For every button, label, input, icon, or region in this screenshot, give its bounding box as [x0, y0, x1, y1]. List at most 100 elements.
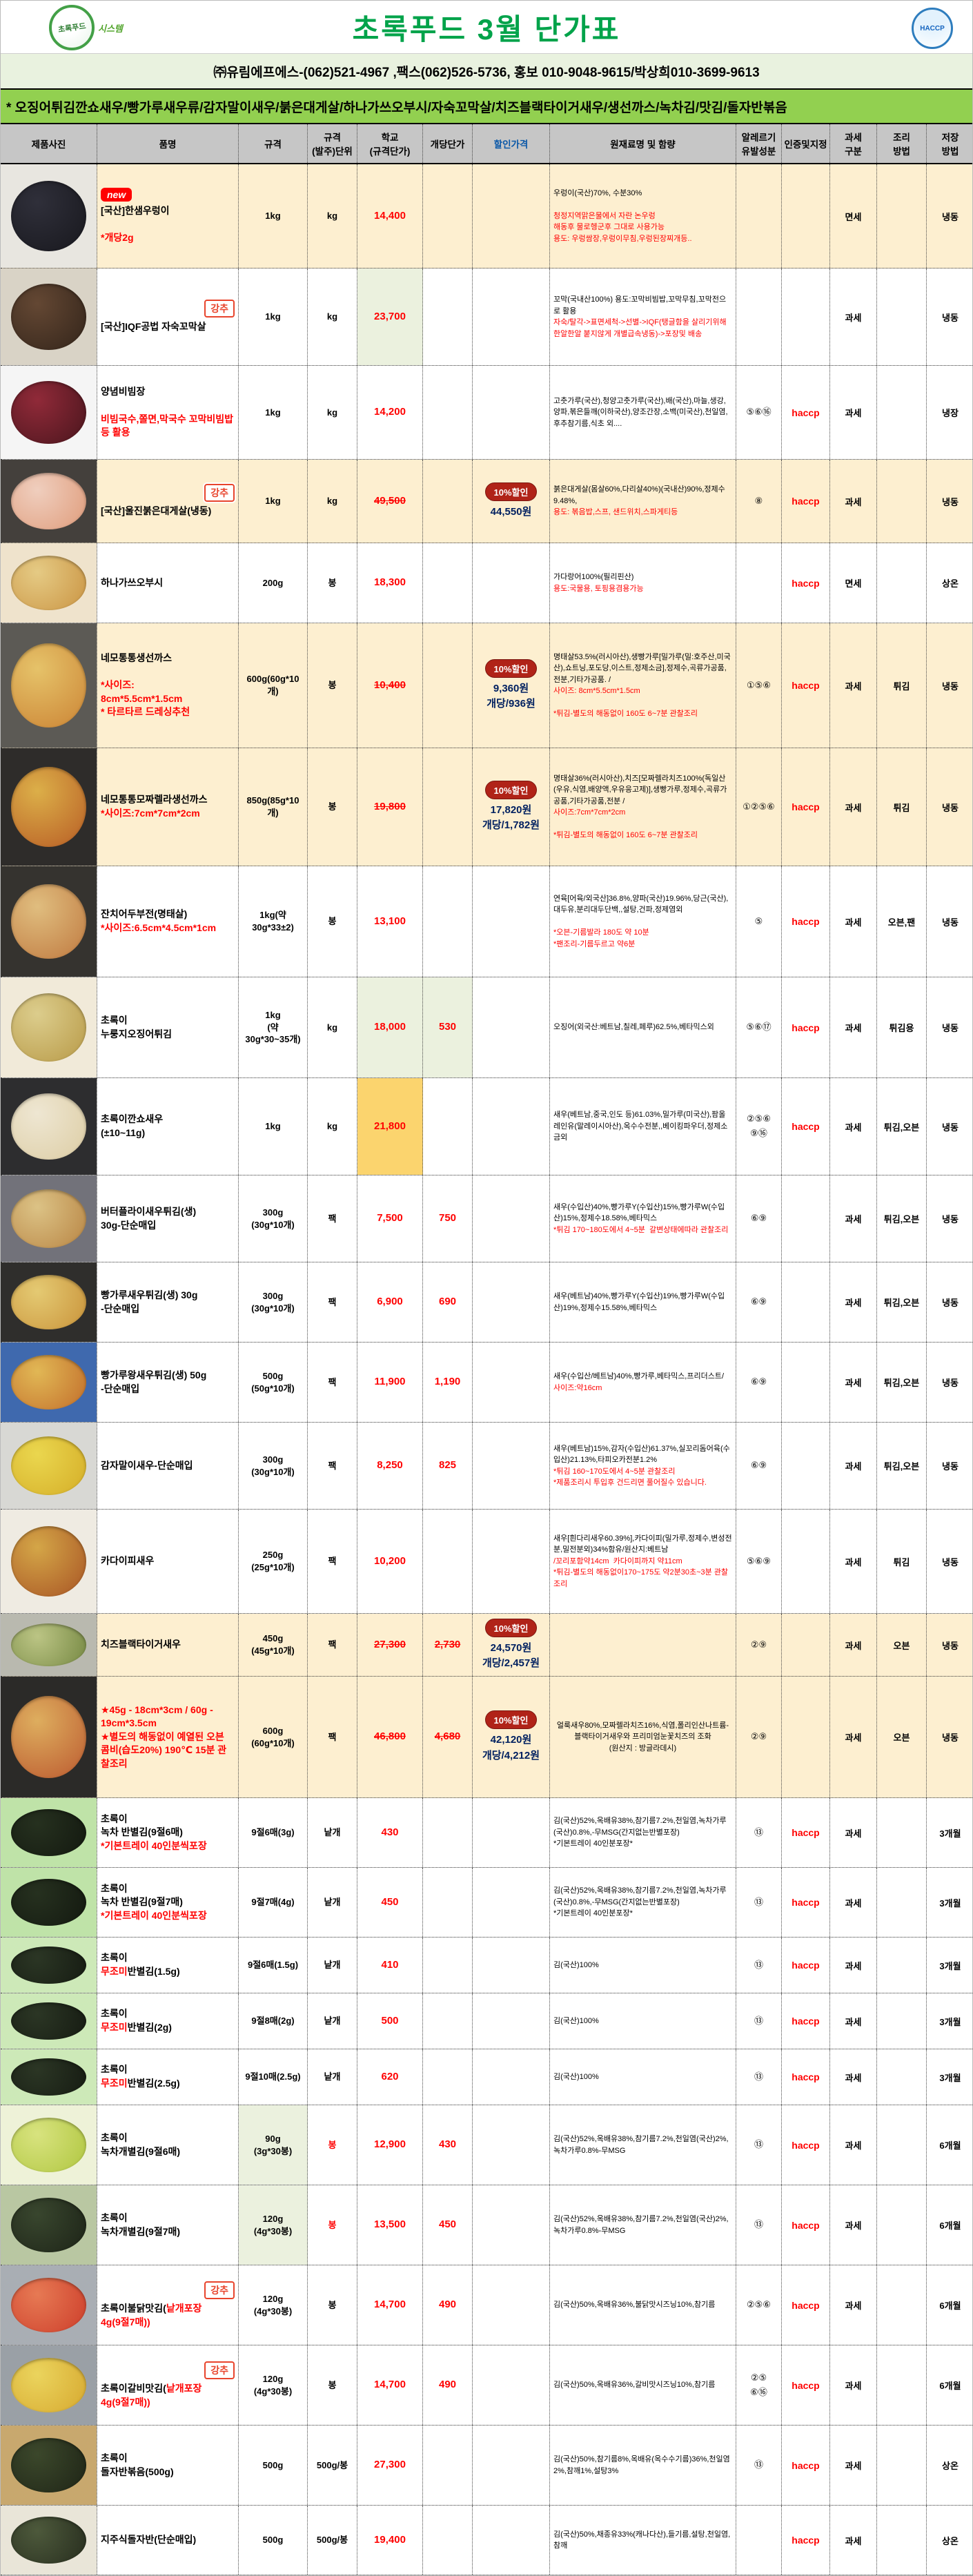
spec-cell: 120g (4g*30봉): [239, 2345, 308, 2425]
discount-price-cell: [473, 269, 550, 365]
product-photo: [1, 748, 97, 866]
ingredients-cell: 얼룩새우80%,모짜렐라치즈16%,식염,폴리인산나트륨-블랙타이거새우와 프리…: [550, 1677, 736, 1797]
order-unit-cell: 봉: [308, 748, 357, 866]
discount-price: 42,120원 개당/4,212원: [482, 1734, 540, 1762]
school-price-cell: 19,400: [357, 2506, 423, 2575]
allergen-cell: ②⑤⑥: [736, 2265, 782, 2345]
spec-cell: 1kg(약 30g*33±2): [239, 866, 308, 977]
order-unit-cell: 낱개: [308, 1868, 357, 1937]
product-name-cell: 강추 [국산]IQF공법 자숙꼬막살: [97, 269, 239, 365]
product-name-cell: 초록이 무조미반별김(2g): [97, 1993, 239, 2049]
order-unit-cell: 팩: [308, 1175, 357, 1262]
tax-cell: 과세: [830, 2506, 877, 2575]
certification-cell: [782, 1510, 830, 1613]
column-header-10: 과세 구분: [830, 124, 877, 163]
new-badge: new: [101, 187, 132, 202]
school-price-cell: 18,000: [357, 977, 423, 1077]
certification-cell: [782, 1614, 830, 1676]
storage-cell: 냉동: [942, 681, 959, 692]
discount-badge: 10%할인: [484, 482, 538, 501]
product-name: 초록이 무조미반별김(1.5g): [101, 1952, 180, 1977]
photo-food: [11, 643, 86, 728]
ingredients-cell: 오징어(외국산:베트남,칠레,페루)62.5%,베타믹스외: [550, 977, 736, 1077]
storage-cell: 3개월: [939, 1828, 961, 1839]
discount-price-cell: [473, 1510, 550, 1613]
photo-plate: [1, 2185, 97, 2265]
product-photo: [1, 1343, 97, 1422]
certification-cell: haccp: [782, 2265, 830, 2345]
product-name-cell: 초록이 누룽지오징어튀김: [97, 977, 239, 1077]
photo-plate: [1, 1614, 97, 1676]
order-unit-cell: kg: [308, 460, 357, 543]
unit-price-cell: 690: [423, 1262, 473, 1342]
spec-cell: 1kg: [239, 460, 308, 543]
cooking-method-cell: [877, 2345, 927, 2425]
product-name-cell: 지주식돌자반(단순매입): [97, 2506, 239, 2575]
column-header-4: 학교 (규격단가): [357, 124, 423, 163]
discount-price-cell: [473, 1343, 550, 1422]
school-price-cell: 11,900: [357, 1343, 423, 1422]
unit-price-cell: [423, 1510, 473, 1613]
order-unit-cell: 봉: [308, 623, 357, 748]
logo-subtext: 시스템: [98, 23, 123, 34]
certification-cell: haccp: [782, 977, 830, 1077]
storage-cell: 6개월: [939, 2140, 961, 2151]
allergen-cell: ⑬: [736, 1938, 782, 1993]
spec-cell: 450g (45g*10개): [239, 1614, 308, 1676]
product-photo: [1, 1423, 97, 1509]
tax-cell: 과세: [830, 1614, 877, 1676]
cooking-method-cell: 오븐,팬: [877, 866, 927, 977]
certification-cell: haccp: [782, 2345, 830, 2425]
order-unit-cell: 봉: [308, 2265, 357, 2345]
allergen-cell: ⑥⑨: [736, 1262, 782, 1342]
product-name-cell: 하나가쓰오부시: [97, 543, 239, 623]
tax-cell: 과세: [830, 866, 877, 977]
certification-cell: haccp: [782, 366, 830, 459]
column-header-3: 규격 (발주)단위: [308, 124, 357, 163]
ingredients-cell: 새우(수입산)40%,빵가루Y(수입산)15%,빵가루W(수입산)15%,정제수…: [550, 1175, 736, 1262]
photo-plate: [1, 2426, 97, 2505]
unit-price-cell: 825: [423, 1423, 473, 1509]
discount-price-cell: [473, 2426, 550, 2505]
unit-price-cell: 530: [423, 977, 473, 1077]
photo-food: [11, 380, 86, 445]
product-name: 초록이 녹차개별김(9절6매): [101, 2131, 181, 2157]
ingredients-cell: 김(국산)50%,옥배유36%,갈비맛시즈닝10%,참기름: [550, 2345, 736, 2425]
certification-cell: haccp: [782, 543, 830, 623]
table-row: 빵가루새우튀김(생) 30g -단순매입 300g (30g*10개) 팩 6,…: [1, 1262, 972, 1343]
ingredients-cell: 연육[어육/외국산]36.8%,양파(국산)19.96%,당근(국산),대두유,…: [550, 866, 736, 977]
allergen-cell: ②⑤⑥ ⑨⑯: [736, 1078, 782, 1175]
storage-cell: 6개월: [939, 2301, 961, 2311]
column-header-0: 제품사진: [1, 124, 97, 163]
ingredients-cell: 새우(베트남)40%,빵가루Y(수입산)19%,빵가루W(수입산)19%,정제수…: [550, 1262, 736, 1342]
cooking-method-cell: [877, 2105, 927, 2185]
storage-cell: 상온: [942, 2535, 959, 2546]
storage-cell: 3개월: [939, 2072, 961, 2083]
photo-food: [11, 2278, 86, 2332]
product-name: 초록이 무조미반별김(2g): [101, 2008, 172, 2033]
spec-cell: 1kg: [239, 269, 308, 365]
product-photo: [1, 977, 97, 1077]
column-header-11: 조리 방법: [877, 124, 927, 163]
ingredients-cell: 꼬막(국내산100%) 용도:꼬막비빔밥,꼬막무침,꼬막전으로 활용 자숙/탈각…: [550, 269, 736, 365]
order-unit-cell: 낱개: [308, 2049, 357, 2105]
school-price-cell: 10,200: [357, 1510, 423, 1613]
allergen-cell: ⑬: [736, 2426, 782, 2505]
product-name: [국산]울진붉은대게살(냉동): [101, 505, 212, 517]
photo-food: [11, 2002, 86, 2040]
tax-cell: 과세: [830, 1798, 877, 1867]
tax-cell: 면세: [830, 164, 877, 268]
storage-cell: 6개월: [939, 2221, 961, 2231]
photo-plate: [1, 1343, 97, 1422]
discount-price-cell: 10%할인 42,120원 개당/4,212원: [473, 1677, 550, 1797]
cooking-method-cell: [877, 2506, 927, 2575]
unit-price-cell: [423, 269, 473, 365]
storage-cell: 상온: [942, 2461, 959, 2471]
school-price-cell: 6,900: [357, 1262, 423, 1342]
logo-text: 초록푸드: [57, 22, 87, 35]
product-photo: [1, 2185, 97, 2265]
order-unit-cell: kg: [308, 977, 357, 1077]
unit-price-cell: 2,730: [423, 1614, 473, 1676]
school-price-cell: 500: [357, 1993, 423, 2049]
school-price-cell: 13,100: [357, 866, 423, 977]
